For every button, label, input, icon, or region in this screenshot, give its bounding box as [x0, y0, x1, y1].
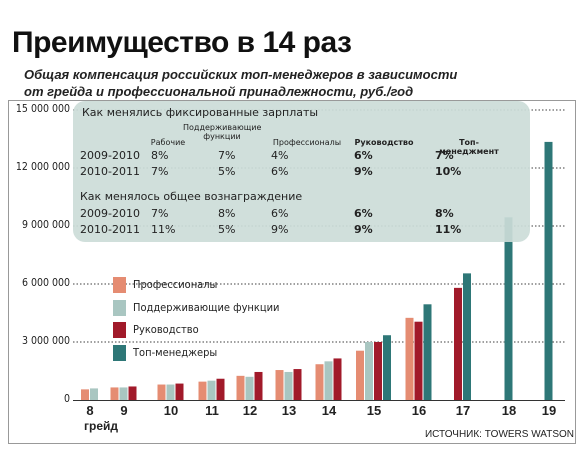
table-cell: 11% — [435, 223, 462, 236]
bar-Профессионалы-14 — [315, 364, 324, 400]
bar-Топ-менеджеры-17 — [463, 273, 471, 400]
chart-subtitle-line-1: Общая компенсация российских топ-менедже… — [24, 67, 458, 82]
bar-Топ-менеджеры-18 — [504, 217, 513, 400]
legend-swatch — [113, 345, 126, 361]
table-cell: 9% — [354, 165, 373, 178]
growth-table-panel — [73, 101, 530, 242]
x-tick-label: 16 — [411, 403, 427, 418]
legend-label: Поддерживающие функции — [133, 301, 280, 314]
bar-Топ-менеджеры-16 — [423, 304, 432, 400]
legend-swatch — [113, 322, 126, 338]
x-tick-label: 12 — [242, 403, 258, 418]
bar-Профессионалы-16 — [405, 317, 414, 400]
bar-Руководство-13 — [293, 369, 302, 400]
legend-swatch — [113, 277, 126, 293]
table-col-header: Поддерживающие функции — [183, 123, 262, 141]
table-cell: 5% — [218, 223, 236, 236]
table-col-header: Рабочие — [150, 138, 186, 147]
y-tick-label: 9 000 000 — [21, 219, 70, 231]
table-cell: 6% — [271, 207, 289, 220]
table-cell: 6% — [354, 207, 373, 220]
table-col-header: Топ-менеджмент — [439, 138, 499, 156]
table-cell: 8% — [151, 149, 169, 162]
bar-Профессионалы-13 — [275, 370, 284, 400]
table-row-year: 2010-2011 — [80, 223, 140, 236]
bar-Руководство-12 — [254, 371, 263, 400]
x-axis-label: грейд — [84, 419, 118, 433]
x-tick-label: 13 — [281, 403, 297, 418]
chart-title: Преимущество в 14 раз — [12, 26, 352, 59]
bar-Поддерживающие функции-13 — [284, 371, 293, 400]
x-tick-label: 15 — [366, 403, 382, 418]
bar-Профессионалы-8 — [81, 389, 89, 400]
table-cell: 9% — [354, 223, 373, 236]
x-tick-label: 18 — [501, 403, 517, 418]
chart-subtitle-line-2: от грейда и профессиональной принадлежно… — [24, 84, 414, 99]
legend-swatch — [113, 300, 126, 316]
table-row-year: 2009-2010 — [80, 149, 140, 162]
bar-Поддерживающие функции-9 — [119, 387, 128, 400]
table-cell: 9% — [271, 223, 289, 236]
bar-Поддерживающие функции-11 — [207, 380, 216, 400]
bar-Профессионалы-9 — [110, 387, 119, 400]
y-tick-label: 0 — [63, 393, 70, 405]
bar-Руководство-9 — [128, 386, 137, 400]
bar-Руководство-11 — [216, 378, 225, 400]
table-cell: 7% — [218, 149, 236, 162]
table-cell: 7% — [151, 207, 169, 220]
table-cell: 7% — [151, 165, 169, 178]
bar-Профессионалы-10 — [157, 384, 166, 400]
x-tick-label: 11 — [205, 403, 219, 418]
x-tick-label: 9 — [120, 403, 128, 418]
table-cell: 5% — [218, 165, 236, 178]
bar-Поддерживающие функции-10 — [166, 384, 175, 400]
table-section-fixed: Как менялись фиксированные зарплаты — [82, 106, 319, 119]
x-tick-label: 17 — [455, 403, 471, 418]
table-cell: 8% — [435, 207, 454, 220]
bar-Руководство-15 — [374, 342, 382, 400]
table-cell: 4% — [271, 149, 289, 162]
bar-Профессионалы-11 — [198, 381, 207, 400]
bar-Поддерживающие функции-8 — [90, 388, 98, 400]
table-col-header: Руководство — [354, 138, 414, 147]
bar-Топ-менеджеры-19 — [544, 141, 553, 400]
table-cell: 7% — [435, 149, 454, 162]
y-tick-label: 6 000 000 — [21, 277, 70, 289]
y-tick-label: 12 000 000 — [15, 161, 70, 173]
bar-Поддерживающие функции-14 — [324, 361, 333, 400]
bar-Поддерживающие функции-12 — [245, 376, 254, 400]
bar-Профессионалы-12 — [236, 375, 245, 400]
x-tick-label: 10 — [163, 403, 179, 418]
bar-Топ-менеджеры-15 — [383, 335, 391, 400]
bar-Руководство-16 — [414, 321, 423, 400]
legend-label: Профессионалы — [133, 278, 218, 291]
plot-frame — [8, 100, 576, 444]
bar-Руководство-10 — [175, 383, 184, 400]
bar-Поддерживающие функции-15 — [365, 342, 373, 400]
table-row-year: 2009-2010 — [80, 207, 140, 220]
table-row-year: 2010-2011 — [80, 165, 140, 178]
table-col-header: Профессионалы — [272, 138, 342, 147]
bar-Руководство-14 — [333, 358, 342, 400]
table-cell: 10% — [435, 165, 462, 178]
table-cell: 8% — [218, 207, 236, 220]
bar-Профессионалы-15 — [356, 350, 364, 400]
table-cell: 6% — [271, 165, 289, 178]
x-tick-label: 14 — [321, 403, 337, 418]
bar-Руководство-17 — [454, 287, 462, 400]
table-cell: 11% — [151, 223, 176, 236]
x-tick-label: 8 — [86, 403, 94, 418]
source-note: ИСТОЧНИК: TOWERS WATSON — [424, 429, 574, 440]
y-tick-label: 3 000 000 — [21, 335, 70, 347]
table-cell: 6% — [354, 149, 373, 162]
table-section-total: Как менялось общее вознаграждение — [80, 190, 303, 203]
legend-label: Руководство — [133, 323, 199, 336]
legend-label: Топ-менеджеры — [133, 346, 218, 359]
x-tick-label: 19 — [541, 403, 557, 418]
y-tick-label: 15 000 000 — [15, 103, 70, 115]
